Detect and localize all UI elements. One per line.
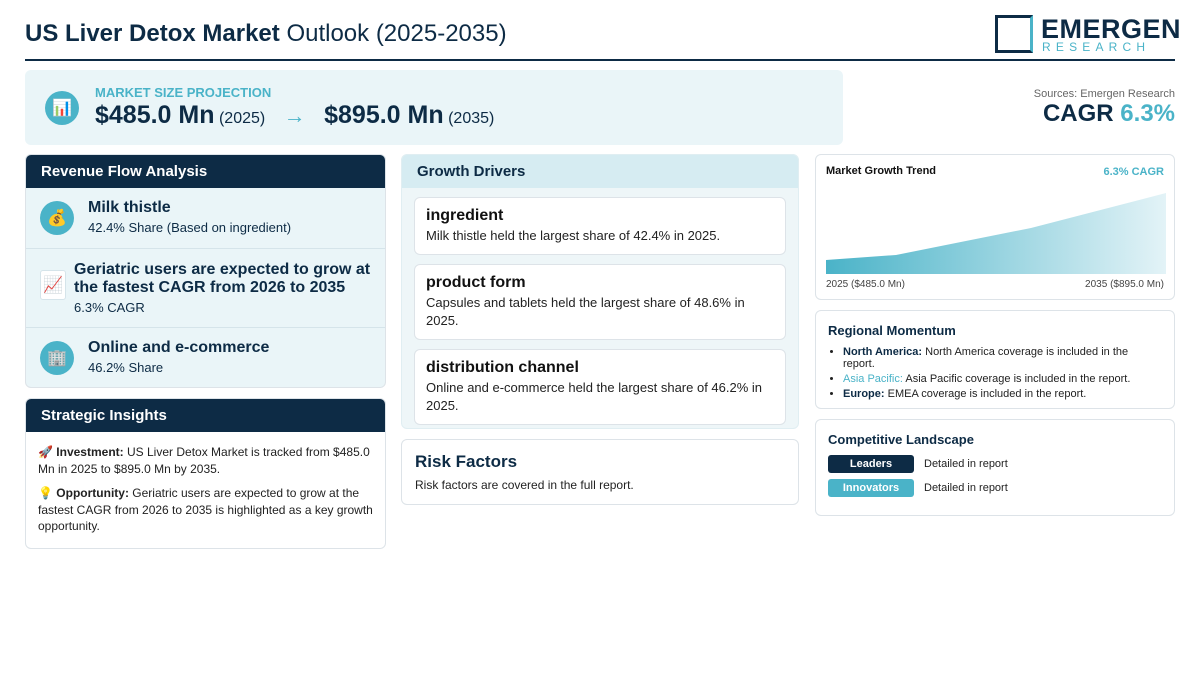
section-title: Regional Momentum [828, 323, 956, 338]
badge: Innovators [828, 479, 914, 497]
revenue-flow: Revenue Flow Analysis 💰 Milk thistle 42.… [25, 154, 386, 388]
insight-icon: 💡 [38, 486, 53, 500]
header-rule [25, 59, 1175, 61]
section-title: Growth Drivers [402, 155, 798, 188]
trend-fill [826, 193, 1166, 274]
insight-label: Investment: [56, 445, 124, 459]
region-name: Europe: [843, 388, 885, 400]
driver-text: Online and e-commerce held the largest s… [426, 380, 763, 413]
flow-icon: 💰 [40, 201, 74, 235]
source: Sources: Emergen Research [1033, 88, 1175, 100]
flow-icon: 🏢 [40, 341, 74, 375]
logo-name: EMERGEN [1041, 14, 1182, 44]
trend-start: 2025 ($485.0 Mn) [826, 279, 905, 290]
end-year: (2035) [448, 110, 495, 127]
driver-text: Milk thistle held the largest share of 4… [426, 228, 721, 243]
regional-momentum: Regional Momentum North America: North A… [815, 310, 1175, 409]
region-name: North America: [843, 346, 923, 358]
risk-factors: Risk Factors Risk factors are covered in… [401, 439, 799, 505]
region-name: Asia Pacific: [843, 373, 903, 385]
insight: 💡 Opportunity: Geriatric users are expec… [38, 485, 373, 535]
insight-label: Opportunity: [56, 486, 129, 500]
section-title: Revenue Flow Analysis [26, 155, 385, 188]
driver-title: product form [426, 274, 526, 291]
driver-title: distribution channel [426, 359, 579, 376]
badge: Leaders [828, 455, 914, 473]
driver-text: Capsules and tablets held the largest sh… [426, 295, 745, 328]
driver-card: distribution channel Online and e-commerc… [414, 349, 786, 425]
badge-text: Detailed in report [924, 458, 1008, 470]
driver-card: product form Capsules and tablets held th… [414, 264, 786, 340]
driver-card: ingredient Milk thistle held the largest … [414, 197, 786, 255]
growth-trend: Market Growth Trend 6.3% CAGR 2025 ($485… [815, 154, 1175, 300]
region-item: North America: North America coverage is… [843, 346, 1162, 370]
projection-icon: 📊 [45, 91, 79, 125]
title-rest: Outlook (2025-2035) [286, 20, 507, 47]
flow-detail: 42.4% Share (Based on ingredient) [88, 220, 292, 235]
driver-title: ingredient [426, 207, 504, 224]
flow-title: Geriatric users are expected to grow at … [74, 261, 371, 296]
flow-title: Milk thistle [88, 199, 171, 216]
flow-item: 📈 Geriatric users are expected to grow a… [26, 249, 385, 328]
cagr-label: CAGR [1042, 100, 1114, 127]
badge-text: Detailed in report [924, 482, 1008, 494]
insight-icon: 🚀 [38, 445, 53, 459]
trend-title: Market Growth Trend [826, 165, 937, 177]
insight-text: Geriatric users are expected to grow at … [38, 486, 373, 533]
flow-icon: 📈 [40, 270, 66, 300]
flow-item: 💰 Milk thistle 42.4% Share (Based on ing… [26, 188, 385, 249]
trend-area [826, 193, 1166, 274]
projection-panel: 📊 MARKET SIZE PROJECTION $485.0 Mn (2025… [25, 70, 843, 145]
arrow: → [283, 103, 306, 128]
region-item: Asia Pacific: Asia Pacific coverage is i… [843, 373, 1162, 385]
end-value: $895.0 Mn [324, 101, 444, 129]
strategic-insights: Strategic Insights 🚀 Investment: US Live… [25, 398, 386, 549]
section-title: Competitive Landscape [828, 432, 974, 447]
logo-mark [995, 15, 1033, 53]
competitive-landscape: Competitive Landscape Leaders Detailed in… [815, 419, 1175, 516]
insight-text: US Liver Detox Market is tracked from $4… [38, 445, 370, 476]
insight: 🚀 Investment: US Liver Detox Market is t… [38, 444, 373, 477]
start-value: $485.0 Mn [95, 101, 215, 129]
region-item: Europe: EMEA coverage is included in the… [843, 388, 1162, 400]
page-title: US Liver Detox Market Outlook (2025-2035… [25, 20, 507, 48]
region-list: North America: North America coverage is… [828, 346, 1162, 400]
competitor-row: Innovators Detailed in report [828, 479, 1162, 497]
growth-drivers: Growth Drivers ingredient Milk thistle he… [401, 154, 799, 429]
trend-end: 2035 ($895.0 Mn) [1085, 279, 1164, 290]
logo: EMERGEN RESEARCH [995, 14, 1181, 55]
flow-detail: 46.2% Share [88, 360, 164, 375]
region-text: North America coverage is included in th… [843, 346, 1129, 370]
section-title: Strategic Insights [26, 399, 385, 432]
flow-title: Online and e-commerce [88, 339, 270, 356]
flow-item: 🏢 Online and e-commerce 46.2% Share [26, 328, 385, 387]
risk-text: Risk factors are covered in the full rep… [415, 478, 634, 492]
projection-label: MARKET SIZE PROJECTION [95, 85, 272, 100]
start-year: (2025) [218, 110, 266, 127]
logo-sub: RESEARCH [1042, 40, 1151, 54]
trend-cagr: 6.3% CAGR [1103, 166, 1164, 178]
flow-detail: 6.3% CAGR [74, 300, 145, 315]
cagr-value: 6.3% [1120, 100, 1175, 127]
cagr: CAGR 6.3% [1043, 100, 1175, 128]
title-bold: US Liver Detox Market [25, 20, 280, 47]
projection-values: $485.0 Mn (2025) → $895.0 Mn (2035) [95, 101, 494, 130]
competitor-row: Leaders Detailed in report [828, 455, 1162, 473]
region-text: Asia Pacific coverage is included in the… [905, 373, 1131, 385]
section-title: Risk Factors [415, 452, 518, 471]
region-text: EMEA coverage is included in the report. [887, 388, 1087, 400]
